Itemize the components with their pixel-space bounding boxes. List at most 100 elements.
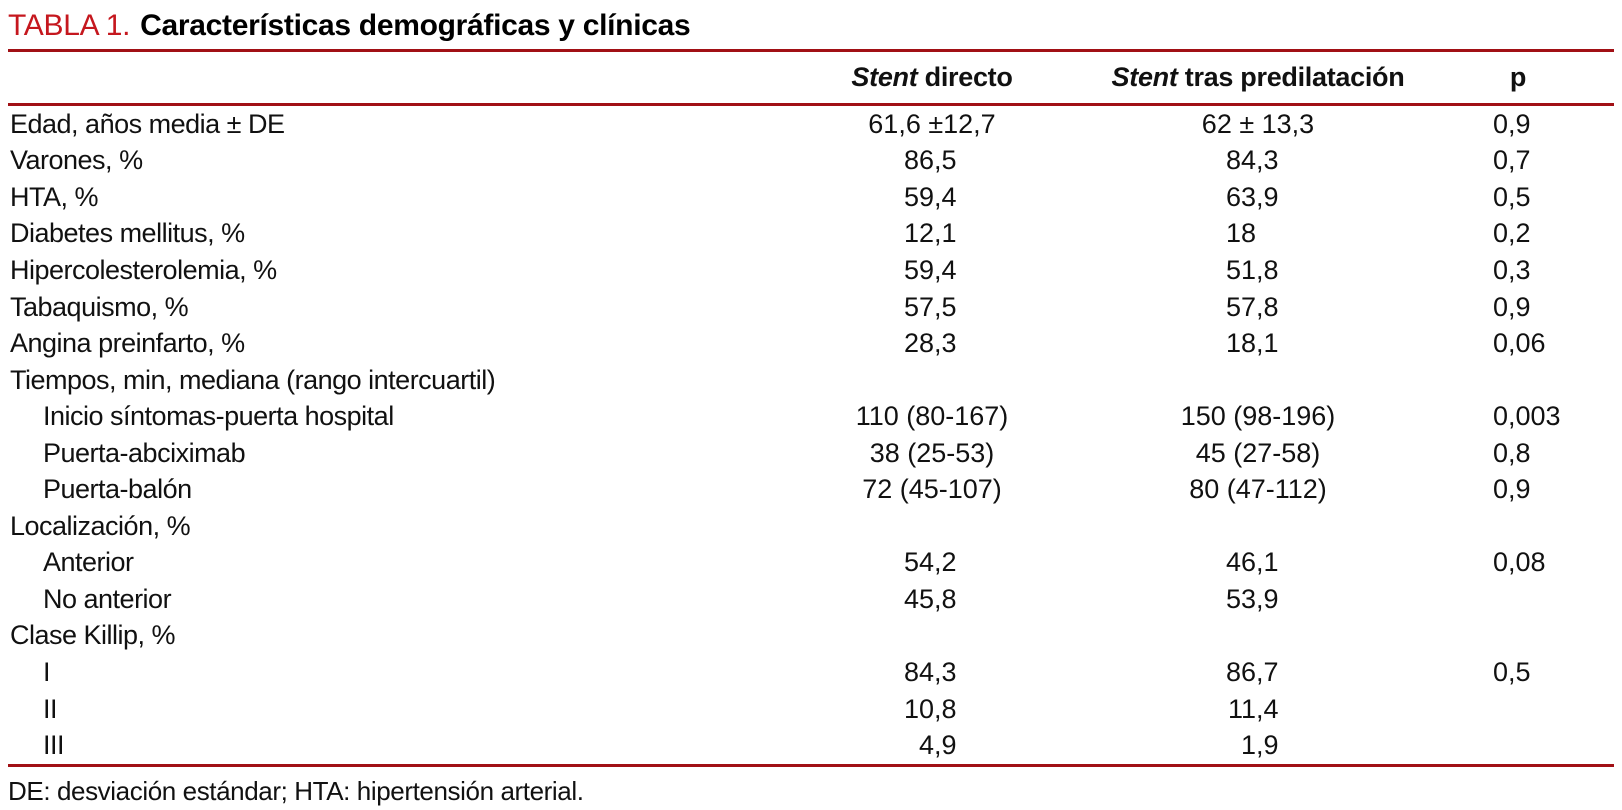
row-label: Inicio síntomas-puerta hospital	[43, 401, 394, 432]
value-p: 0,5	[1422, 182, 1614, 213]
table-row: Angina preinfarto, % 28,3 18,1 0,06	[8, 325, 1614, 362]
table-row: Puerta-balón 72 (45-107) 80 (47-112) 0,9	[8, 471, 1614, 508]
value-integer-part: 0	[1492, 145, 1508, 176]
value-integer-part: 46	[1225, 547, 1256, 578]
value-integer-part: 4	[918, 730, 934, 761]
row-label: Angina preinfarto, %	[10, 328, 245, 359]
value-stent-directo: 28,3	[770, 328, 1094, 359]
row-label: Tabaquismo, %	[10, 291, 189, 322]
value-integer-part: 0	[1492, 547, 1508, 578]
row-label: Clase Killip, %	[10, 620, 176, 651]
value-stent-predilatacion: 18,1	[1094, 328, 1422, 359]
value-integer-part: 0	[1492, 291, 1508, 322]
value-stent-directo: 12,1	[770, 218, 1094, 249]
table-row: No anterior 45,8 53,9	[8, 581, 1614, 618]
row-label: Puerta-abciximab	[43, 437, 246, 468]
value-integer-part: 0	[1492, 218, 1508, 249]
table-row: Tiempos, min, mediana (rango intercuarti…	[8, 362, 1614, 399]
value-decimal-part: ,1	[934, 218, 957, 249]
value-integer-part: 45	[903, 583, 934, 614]
top-rule	[8, 49, 1614, 52]
value-decimal-part: ,8	[1256, 254, 1279, 285]
value-stent-predilatacion: 1,9	[1094, 730, 1422, 761]
value-integer-part: 59	[903, 254, 934, 285]
bottom-rule	[8, 763, 1614, 767]
table-row: II 10,8 11,4	[8, 691, 1614, 728]
header-stent-italic: Stent	[1111, 62, 1178, 92]
table-row: Tabaquismo, % 57,5 57,8 0,9	[8, 289, 1614, 326]
header-directo-text: directo	[917, 62, 1013, 92]
value-stent-predilatacion: 150 (98-196)	[1180, 401, 1336, 432]
value-integer-part: 18	[1225, 328, 1256, 359]
value-stent-directo: 86,5	[770, 145, 1094, 176]
value-p: 0,8	[1422, 438, 1614, 469]
value-stent-directo: 57,5	[770, 292, 1094, 323]
value-p: 0,5	[1422, 657, 1614, 688]
value-p: 0,08	[1422, 547, 1614, 578]
value-stent-predilatacion: 57,8	[1094, 292, 1422, 323]
value-decimal-part: ,8	[1508, 437, 1531, 468]
value-p: 0,9	[1422, 109, 1614, 140]
value-stent-directo: 61,6 ±12,7	[868, 108, 996, 139]
value-integer-part: 0	[1492, 108, 1508, 139]
value-decimal-part: ,9	[934, 730, 957, 761]
value-stent-predilatacion: 84,3	[1094, 145, 1422, 176]
header-predilatacion-text: tras predilatación	[1177, 62, 1405, 92]
value-decimal-part: ,3	[1256, 145, 1279, 176]
table-title-number: TABLA 1.	[8, 9, 131, 42]
value-p: 0,7	[1422, 145, 1614, 176]
row-label: Varones, %	[10, 145, 143, 176]
value-p: 0,003	[1422, 401, 1614, 432]
row-label: Localización, %	[10, 510, 191, 541]
value-integer-part: 53	[1225, 583, 1256, 614]
value-stent-directo: 72 (45-107)	[862, 474, 1002, 505]
value-stent-directo: 59,4	[770, 255, 1094, 286]
row-label: II	[43, 693, 58, 724]
value-decimal-part: ,4	[1256, 693, 1279, 724]
table-row: Hipercolesterolemia, % 59,4 51,8 0,3	[8, 252, 1614, 289]
table-row: Puerta-abciximab 38 (25-53) 45 (27-58) 0,8	[8, 435, 1614, 472]
value-decimal-part: ,9	[1508, 474, 1531, 505]
value-decimal-part: ,5	[1508, 656, 1531, 687]
value-decimal-part: ,9	[1256, 730, 1279, 761]
table-title: TABLA 1. Características demográficas y c…	[8, 6, 1614, 46]
value-stent-predilatacion: 46,1	[1094, 547, 1422, 578]
header-cell-p: p	[1509, 62, 1527, 92]
value-p: 0,06	[1422, 328, 1614, 359]
value-decimal-part: ,4	[934, 254, 957, 285]
value-stent-predilatacion: 86,7	[1094, 657, 1422, 688]
value-integer-part: 18	[1225, 218, 1256, 249]
table-body: Edad, años media ± DE 61,6 ±12,7 62 ± 13,3…	[8, 106, 1614, 764]
value-decimal-part: ,5	[934, 291, 957, 322]
value-integer-part: 28	[903, 328, 934, 359]
value-p: 0,2	[1422, 218, 1614, 249]
table-row: HTA, % 59,4 63,9 0,5	[8, 179, 1614, 216]
row-label: III	[43, 730, 65, 761]
table-row: III 4,9 1,9	[8, 727, 1614, 764]
value-decimal-part: ,3	[934, 328, 957, 359]
value-integer-part: 0	[1492, 656, 1508, 687]
header-rule	[8, 103, 1614, 106]
value-p: 0,3	[1422, 255, 1614, 286]
table-header-row: Stent directo Stent tras predilatación p	[8, 52, 1614, 103]
value-stent-directo: 4,9	[770, 730, 1094, 761]
value-integer-part: 59	[903, 181, 934, 212]
value-decimal-part: ,2	[934, 547, 957, 578]
value-integer-part: 0	[1492, 254, 1508, 285]
value-integer-part: 0	[1492, 474, 1508, 505]
value-integer-part: 51	[1225, 254, 1256, 285]
value-integer-part: 54	[903, 547, 934, 578]
value-stent-directo: 84,3	[770, 657, 1094, 688]
row-label: Tiempos, min, mediana (rango intercuarti…	[10, 364, 496, 395]
value-integer-part: 11	[1227, 693, 1256, 724]
table-row: Clase Killip, %	[8, 618, 1614, 655]
header-cell-stent-predilatacion: Stent tras predilatación	[1094, 62, 1422, 93]
row-label: HTA, %	[10, 181, 99, 212]
value-integer-part: 84	[1225, 145, 1256, 176]
table-row: Varones, % 86,5 84,3 0,7	[8, 143, 1614, 180]
value-integer-part: 86	[1225, 656, 1256, 687]
value-stent-directo: 10,8	[770, 694, 1094, 725]
value-stent-predilatacion: 53,9	[1094, 584, 1422, 615]
value-integer-part: 84	[903, 656, 934, 687]
